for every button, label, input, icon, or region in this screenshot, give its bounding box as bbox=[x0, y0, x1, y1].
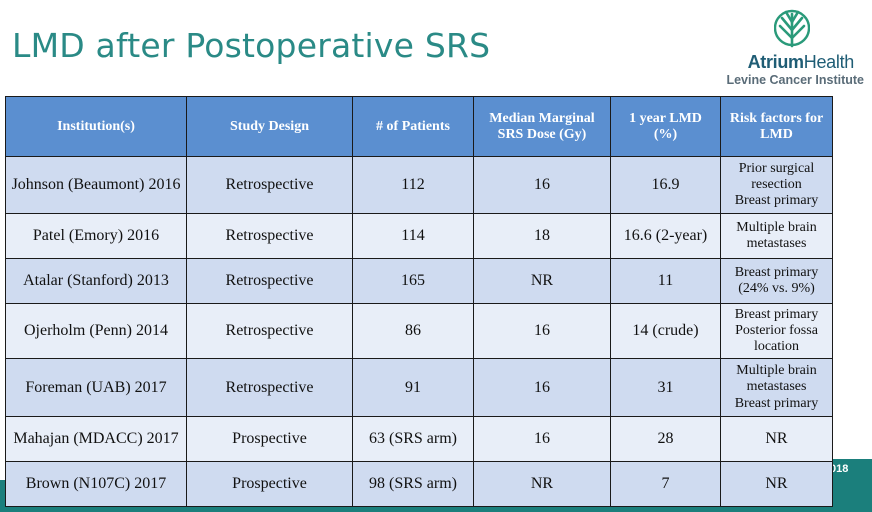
cell-risk-factors: Multiple brain metastases bbox=[720, 213, 833, 259]
cell-risk-factors: Prior surgical resection Breast primary bbox=[720, 156, 833, 214]
table-header-row: Institution(s) Study Design # of Patient… bbox=[5, 96, 833, 157]
cell-institution: Patel (Emory) 2016 bbox=[5, 213, 187, 259]
cell-dose: NR bbox=[473, 258, 611, 304]
cell-risk-factors: Breast primary (24% vs. 9%) bbox=[720, 258, 833, 304]
cell-patients: 63 (SRS arm) bbox=[352, 416, 474, 462]
cell-patients: 98 (SRS arm) bbox=[352, 461, 474, 507]
cell-study-design: Retrospective bbox=[186, 303, 353, 359]
cell-institution: Ojerholm (Penn) 2014 bbox=[5, 303, 187, 359]
table-row: Atalar (Stanford) 2013 Retrospective 165 NR… bbox=[5, 258, 833, 304]
cell-institution: Johnson (Beaumont) 2016 bbox=[5, 156, 187, 214]
cell-lmd: 16.6 (2-year) bbox=[610, 213, 721, 259]
header-risk: Risk factors for LMD bbox=[720, 96, 833, 157]
cell-institution: Brown (N107C) 2017 bbox=[5, 461, 187, 507]
table-row: Brown (N107C) 2017 Prospective 98 (SRS arm… bbox=[5, 461, 833, 507]
risk-factor-line: metastases bbox=[746, 236, 807, 251]
cell-dose: 16 bbox=[473, 416, 611, 462]
cell-lmd: 16.9 bbox=[610, 156, 721, 214]
cell-lmd: 31 bbox=[610, 358, 721, 417]
risk-factor-line: metastases bbox=[746, 379, 807, 395]
cell-study-design: Prospective bbox=[186, 416, 353, 462]
risk-factor-line: NR bbox=[765, 430, 788, 448]
risk-factor-line: Breast primary bbox=[734, 264, 819, 280]
cell-risk-factors: NR bbox=[720, 461, 833, 507]
risk-factor-line: Breast primary bbox=[734, 306, 819, 322]
header-institution: Institution(s) bbox=[5, 96, 187, 157]
header-study-design: Study Design bbox=[186, 96, 353, 157]
cell-lmd: 7 bbox=[610, 461, 721, 507]
cell-lmd: 28 bbox=[610, 416, 721, 462]
header-lmd: 1 year LMD (%) bbox=[610, 96, 721, 157]
tree-logo-icon bbox=[774, 9, 810, 48]
cell-institution: Foreman (UAB) 2017 bbox=[5, 358, 187, 417]
cell-study-design: Retrospective bbox=[186, 258, 353, 304]
logo-brand: AtriumHealth bbox=[747, 52, 855, 72]
cell-dose: NR bbox=[473, 461, 611, 507]
cell-risk-factors: NR bbox=[720, 416, 833, 462]
cell-dose: 16 bbox=[473, 156, 611, 214]
logo-subtitle: Levine Cancer Institute bbox=[726, 73, 864, 87]
risk-factor-line: resection bbox=[751, 176, 802, 192]
footer-tab bbox=[828, 459, 872, 481]
table-row: Mahajan (MDACC) 2017 Prospective 63 (SRS a… bbox=[5, 416, 833, 462]
cell-patients: 112 bbox=[352, 156, 474, 214]
risk-factor-line: (24% vs. 9%) bbox=[738, 281, 815, 296]
cell-study-design: Retrospective bbox=[186, 358, 353, 417]
table-row: Johnson (Beaumont) 2016 Retrospective 112 1… bbox=[5, 156, 833, 214]
slide-title: LMD after Postoperative SRS bbox=[12, 26, 491, 65]
cell-study-design: Retrospective bbox=[186, 213, 353, 259]
cell-patients: 165 bbox=[352, 258, 474, 304]
risk-factor-line: location bbox=[753, 339, 800, 355]
cell-risk-factors: Breast primary Posterior fossa location bbox=[720, 303, 833, 359]
table-body: Johnson (Beaumont) 2016 Retrospective 112 1… bbox=[5, 156, 833, 507]
cell-patients: 114 bbox=[352, 213, 474, 259]
atrium-health-logo: AtriumHealth Levine Cancer Institute bbox=[716, 8, 868, 87]
cell-study-design: Retrospective bbox=[186, 156, 353, 214]
risk-factor-line: Breast primary bbox=[734, 395, 819, 411]
cell-dose: 16 bbox=[473, 303, 611, 359]
cell-institution: Mahajan (MDACC) 2017 bbox=[5, 416, 187, 462]
cell-dose: 18 bbox=[473, 213, 611, 259]
table-row: Ojerholm (Penn) 2014 Retrospective 86 16 14 … bbox=[5, 303, 833, 359]
cell-patients: 86 bbox=[352, 303, 474, 359]
cell-study-design: Prospective bbox=[186, 461, 353, 507]
cell-dose: 16 bbox=[473, 358, 611, 417]
cell-risk-factors: Multiple brain metastases Breast primary bbox=[720, 358, 833, 417]
risk-factor-line: Posterior fossa bbox=[735, 322, 818, 338]
risk-factor-line: Multiple brain bbox=[736, 363, 817, 379]
risk-factor-line: Breast primary bbox=[734, 193, 819, 209]
risk-factor-line: Prior surgical bbox=[738, 160, 815, 176]
table-row: Foreman (UAB) 2017 Retrospective 91 16 31 Mul… bbox=[5, 358, 833, 417]
lmd-study-table: Institution(s) Study Design # of Patient… bbox=[5, 96, 833, 507]
cell-lmd: 14 (crude) bbox=[610, 303, 721, 359]
year-badge: 018 bbox=[830, 463, 849, 475]
cell-institution: Atalar (Stanford) 2013 bbox=[5, 258, 187, 304]
risk-factor-line: NR bbox=[765, 475, 788, 493]
risk-factor-line: Multiple brain bbox=[736, 219, 817, 235]
table-row: Patel (Emory) 2016 Retrospective 114 18 16.6… bbox=[5, 213, 833, 259]
cell-lmd: 11 bbox=[610, 258, 721, 304]
header-dose: Median Marginal SRS Dose (Gy) bbox=[473, 96, 611, 157]
cell-patients: 91 bbox=[352, 358, 474, 417]
header-patients: # of Patients bbox=[352, 96, 474, 157]
